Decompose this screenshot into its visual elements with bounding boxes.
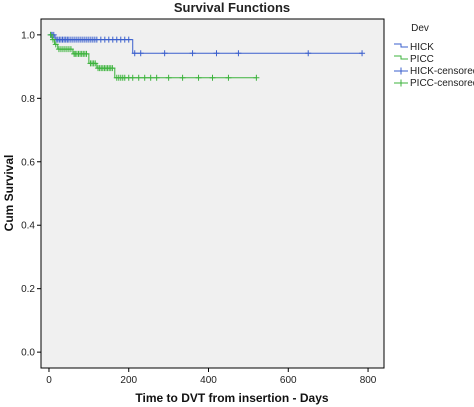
y-tick-label: 0.2 — [21, 284, 35, 295]
legend-label: HICK-censored — [410, 66, 474, 77]
censor-mark-hick — [305, 50, 312, 57]
censor-mark-picc — [135, 74, 142, 81]
censor-mark-hick — [125, 36, 132, 43]
legend-swatch-censor — [394, 79, 408, 87]
censor-mark-picc — [83, 50, 90, 57]
series-picc — [47, 31, 260, 81]
censor-mark-picc — [92, 60, 99, 67]
censor-mark-picc — [253, 74, 260, 81]
y-tick-label: 1.0 — [21, 30, 35, 41]
legend-title: Dev — [411, 23, 429, 34]
censor-mark-picc — [49, 36, 56, 43]
censor-mark-picc — [225, 74, 232, 81]
y-tick-label: 0.0 — [21, 348, 35, 359]
series-layer — [47, 31, 366, 81]
censor-mark-picc — [165, 74, 172, 81]
y-tick-label: 0.6 — [21, 157, 35, 168]
censor-mark-picc — [67, 46, 74, 53]
y-axis: 0.0 0.2 0.4 0.6 0.8 1.0 — [21, 30, 41, 359]
x-tick-label: 800 — [360, 375, 377, 386]
censor-mark-picc — [153, 74, 160, 81]
censor-mark-hick — [131, 50, 138, 57]
censor-mark-hick — [213, 50, 220, 57]
censor-mark-picc — [209, 74, 216, 81]
x-tick-label: 0 — [46, 375, 52, 386]
censor-mark-picc — [47, 31, 54, 38]
censor-mark-picc — [147, 74, 154, 81]
legend-label: PICC-censored — [410, 78, 474, 89]
x-axis: 0 200 400 600 800 — [46, 368, 377, 386]
x-axis-label: Time to DVT from insertion - Days — [135, 391, 328, 405]
censor-mark-hick — [235, 50, 242, 57]
x-tick-label: 400 — [200, 375, 217, 386]
censor-mark-hick — [359, 50, 366, 57]
censor-mark-picc — [195, 74, 202, 81]
legend-swatch-line — [394, 55, 408, 60]
censor-mark-hick — [161, 50, 168, 57]
censor-mark-hick — [189, 50, 196, 57]
x-tick-label: 600 — [280, 375, 297, 386]
censor-mark-picc — [52, 41, 59, 48]
y-tick-label: 0.8 — [21, 94, 35, 105]
legend-label: HICK — [410, 42, 434, 53]
censor-mark-picc — [141, 74, 148, 81]
censor-mark-picc — [129, 74, 136, 81]
legend-label: PICC — [410, 54, 434, 65]
legend-swatch-censor — [394, 67, 408, 75]
chart-title: Survival Functions — [174, 0, 290, 15]
censor-mark-picc — [179, 74, 186, 81]
censor-mark-hick — [137, 50, 144, 57]
censor-mark-picc — [109, 65, 116, 72]
y-axis-label: Cum Survival — [2, 155, 16, 232]
legend-swatch-line — [394, 43, 408, 48]
y-tick-label: 0.4 — [21, 221, 35, 232]
x-tick-label: 200 — [120, 375, 137, 386]
plot-area — [40, 18, 385, 369]
